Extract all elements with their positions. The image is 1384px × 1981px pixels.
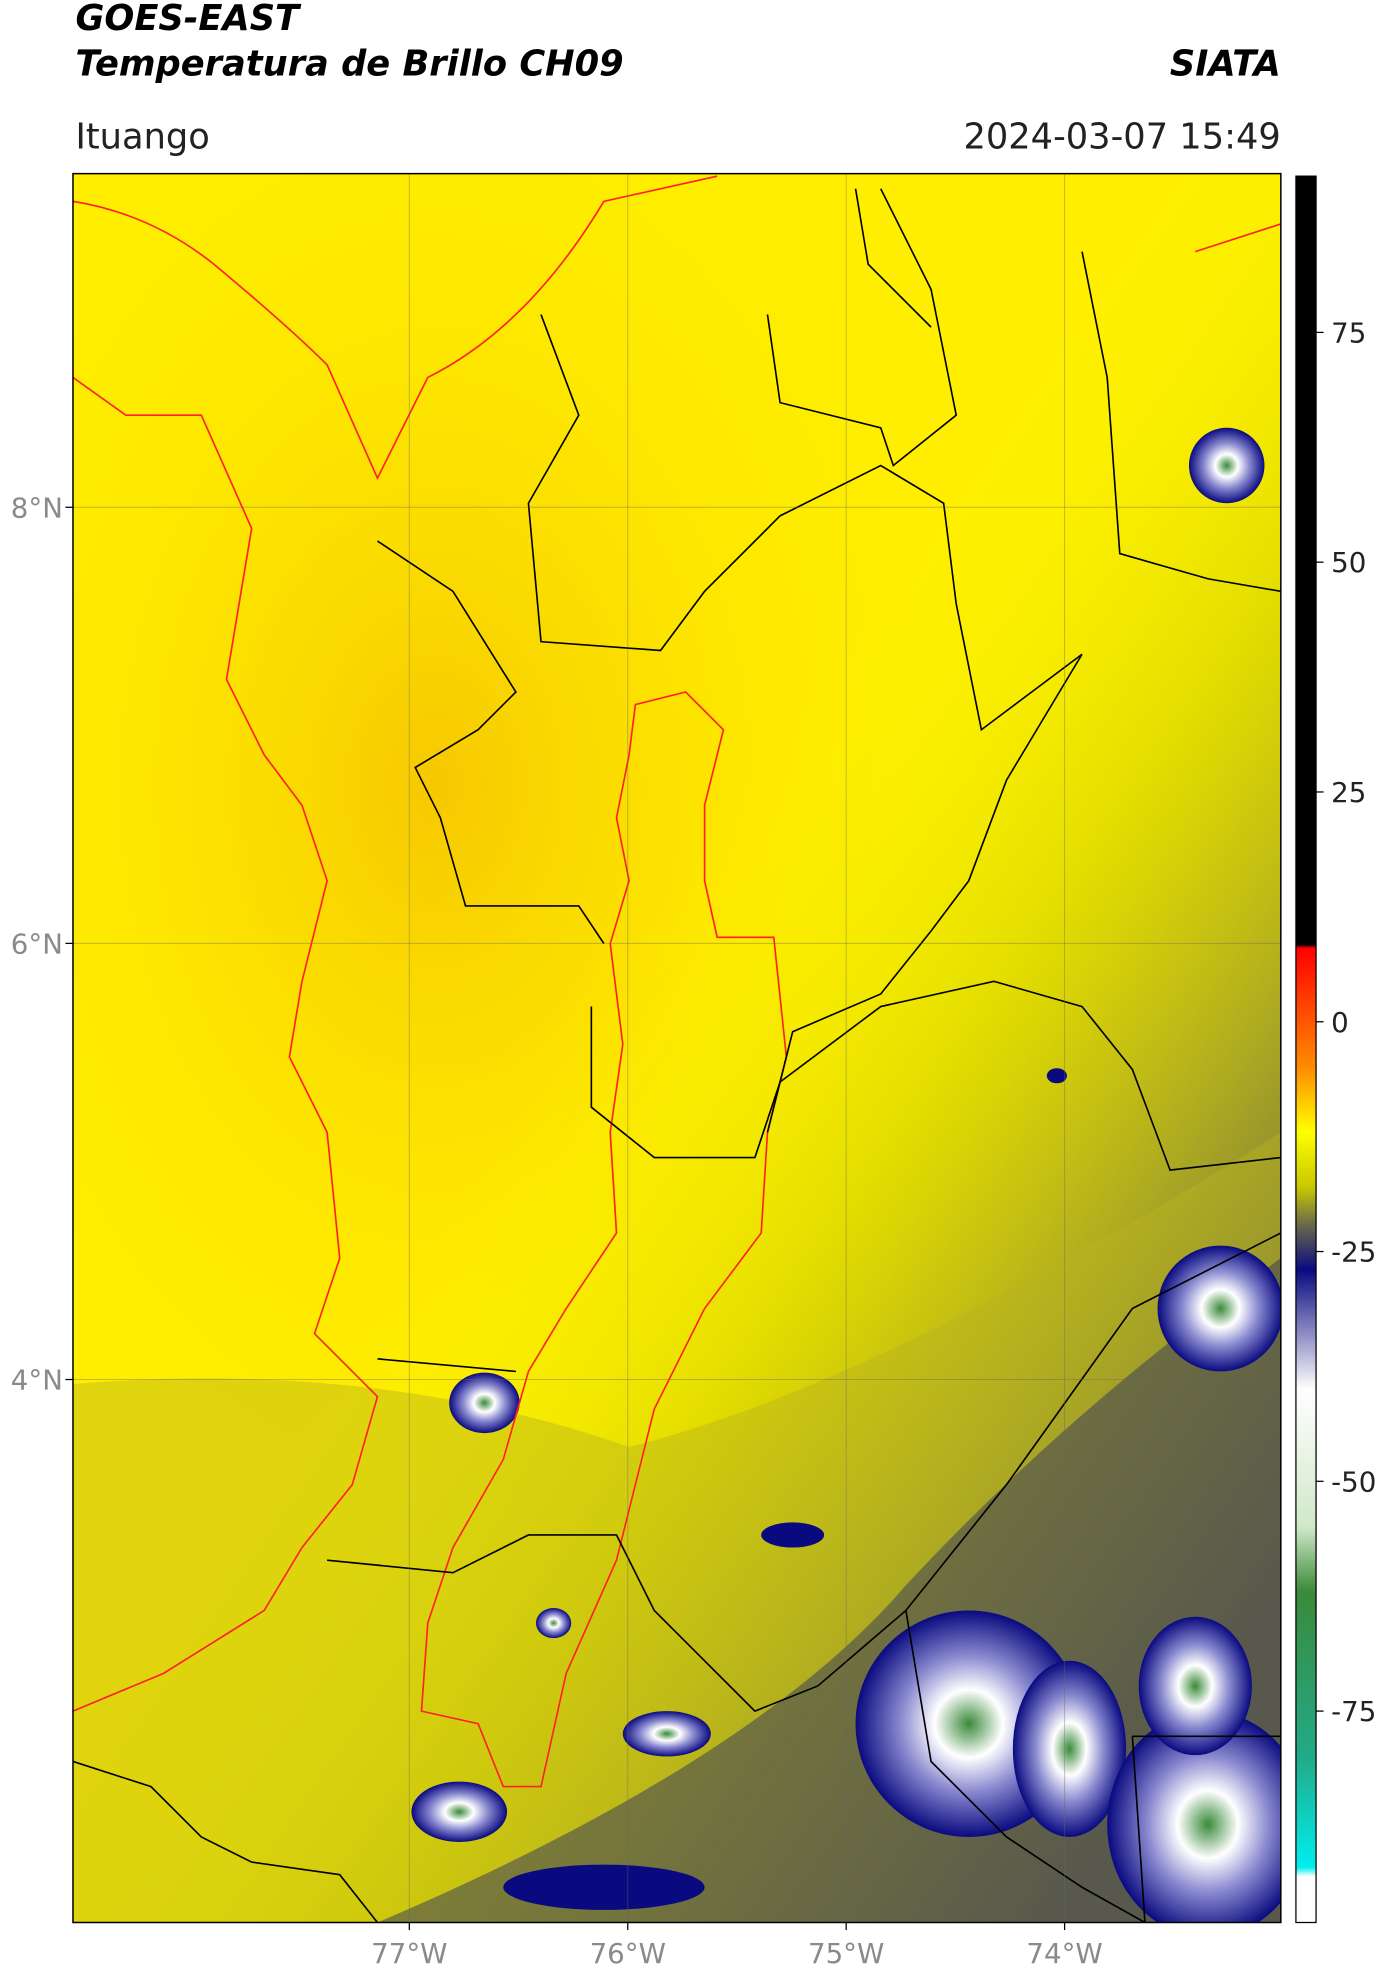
colorbar-tick-label: 0 (1331, 1006, 1349, 1039)
colorbar-tick-label: 75 (1331, 316, 1366, 349)
grid (72, 173, 1281, 1923)
colorbar (1295, 175, 1317, 1924)
boundaries (72, 188, 1281, 1923)
source: SIATA (1170, 43, 1281, 84)
title-line2: Temperatura de Brillo CH09 (75, 43, 623, 84)
colorbar-tick-label: -50 (1331, 1465, 1376, 1498)
map-frame (72, 172, 1282, 1924)
y-tick-label: 6°N (11, 927, 63, 960)
map-image (72, 173, 1281, 1923)
colorbar-tick-label: 25 (1331, 776, 1366, 809)
datetime: 2024-03-07 15:49 (963, 116, 1280, 157)
colorbar-tick-label: 50 (1331, 546, 1366, 579)
x-tick-label: 75°W (808, 1937, 884, 1970)
colorbar-tick-label: -25 (1331, 1236, 1376, 1269)
title-line1: GOES-EAST (75, 0, 302, 39)
x-tick-label: 76°W (590, 1937, 666, 1970)
y-tick-label: 8°N (11, 491, 63, 524)
x-tick-label: 77°W (371, 1937, 447, 1970)
colorbar-tick-label: -75 (1331, 1695, 1376, 1728)
location: Ituango (75, 116, 209, 157)
coastline (72, 175, 1281, 1788)
x-tick-label: 74°W (1026, 1937, 1102, 1970)
storm-cells (411, 427, 1281, 1923)
y-tick-label: 4°N (11, 1364, 63, 1397)
